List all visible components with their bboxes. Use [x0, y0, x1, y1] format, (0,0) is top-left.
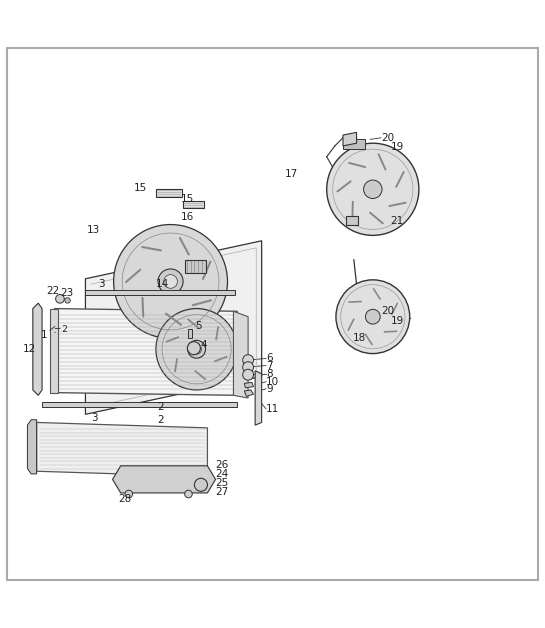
- Text: 23: 23: [60, 288, 73, 298]
- Circle shape: [326, 143, 419, 236]
- Polygon shape: [27, 420, 37, 474]
- Circle shape: [336, 280, 410, 354]
- Circle shape: [243, 369, 253, 380]
- Text: 3: 3: [91, 413, 98, 423]
- FancyArrowPatch shape: [379, 154, 385, 170]
- Text: 27: 27: [216, 487, 229, 497]
- Circle shape: [113, 225, 227, 338]
- FancyArrowPatch shape: [389, 203, 405, 206]
- Polygon shape: [50, 308, 58, 392]
- FancyArrowPatch shape: [142, 247, 161, 251]
- Text: 19: 19: [391, 315, 404, 325]
- FancyArrowPatch shape: [166, 337, 178, 342]
- Text: 17: 17: [285, 169, 299, 179]
- Text: 20: 20: [381, 306, 394, 317]
- Bar: [185, 260, 207, 273]
- Polygon shape: [244, 382, 253, 387]
- Text: ─ 2: ─ 2: [54, 325, 69, 333]
- Text: 3: 3: [98, 279, 105, 289]
- Text: 1: 1: [41, 330, 47, 340]
- Polygon shape: [113, 466, 216, 493]
- Polygon shape: [189, 329, 192, 338]
- Text: 24: 24: [216, 469, 229, 479]
- Text: 14: 14: [156, 279, 169, 289]
- Circle shape: [187, 342, 201, 355]
- Text: 15: 15: [134, 183, 147, 193]
- FancyArrowPatch shape: [373, 289, 380, 299]
- Circle shape: [243, 362, 253, 372]
- Bar: [156, 189, 182, 197]
- Polygon shape: [42, 402, 237, 408]
- FancyArrowPatch shape: [195, 371, 205, 379]
- Text: 26: 26: [216, 460, 229, 470]
- Circle shape: [366, 310, 380, 324]
- Text: 16: 16: [180, 212, 193, 222]
- Circle shape: [156, 308, 237, 390]
- Bar: [343, 139, 365, 149]
- FancyArrowPatch shape: [142, 298, 143, 317]
- Polygon shape: [233, 311, 248, 398]
- Text: 15: 15: [180, 194, 193, 204]
- Text: 19: 19: [391, 142, 404, 152]
- Text: 7: 7: [266, 360, 272, 371]
- Bar: [346, 216, 358, 225]
- Circle shape: [185, 490, 192, 498]
- FancyArrowPatch shape: [203, 262, 210, 279]
- Polygon shape: [54, 308, 237, 396]
- Text: 12: 12: [23, 344, 37, 354]
- Text: 4: 4: [201, 340, 208, 350]
- FancyArrowPatch shape: [396, 172, 404, 187]
- Bar: [183, 201, 204, 208]
- Text: 25: 25: [216, 478, 229, 488]
- Circle shape: [164, 274, 177, 288]
- FancyArrowPatch shape: [392, 303, 397, 314]
- Text: 22: 22: [46, 286, 59, 296]
- Circle shape: [56, 295, 64, 303]
- Text: 13: 13: [87, 225, 100, 235]
- FancyArrowPatch shape: [180, 238, 189, 254]
- FancyArrowPatch shape: [126, 269, 140, 282]
- Text: 2: 2: [158, 414, 164, 425]
- Circle shape: [243, 355, 253, 365]
- Circle shape: [192, 344, 202, 354]
- Polygon shape: [33, 303, 42, 396]
- Circle shape: [65, 298, 70, 303]
- Circle shape: [187, 340, 205, 358]
- Text: 9: 9: [266, 384, 272, 394]
- Polygon shape: [244, 390, 253, 396]
- Text: 6: 6: [266, 354, 272, 364]
- Text: 8: 8: [266, 369, 272, 379]
- Circle shape: [158, 269, 183, 294]
- Polygon shape: [86, 290, 234, 295]
- Circle shape: [125, 490, 132, 498]
- Polygon shape: [86, 241, 262, 414]
- Text: 5: 5: [196, 321, 202, 331]
- Text: 18: 18: [353, 333, 366, 344]
- FancyArrowPatch shape: [188, 320, 198, 327]
- Text: 11: 11: [266, 404, 279, 414]
- Text: 28: 28: [118, 494, 131, 504]
- Polygon shape: [255, 371, 262, 425]
- Circle shape: [364, 180, 382, 198]
- FancyArrowPatch shape: [166, 313, 181, 325]
- Circle shape: [195, 479, 208, 491]
- Text: 20: 20: [381, 133, 394, 143]
- FancyArrowPatch shape: [349, 163, 365, 167]
- FancyArrowPatch shape: [370, 213, 383, 224]
- Polygon shape: [37, 423, 208, 477]
- Text: 10: 10: [266, 377, 279, 387]
- FancyArrowPatch shape: [348, 319, 354, 330]
- FancyArrowPatch shape: [175, 359, 177, 372]
- Text: 2: 2: [158, 403, 164, 412]
- FancyArrowPatch shape: [193, 300, 211, 305]
- FancyArrowPatch shape: [366, 334, 372, 345]
- Polygon shape: [343, 133, 356, 146]
- FancyArrowPatch shape: [337, 181, 350, 192]
- FancyArrowPatch shape: [215, 357, 227, 361]
- FancyArrowPatch shape: [216, 327, 218, 340]
- Text: 21: 21: [391, 216, 404, 225]
